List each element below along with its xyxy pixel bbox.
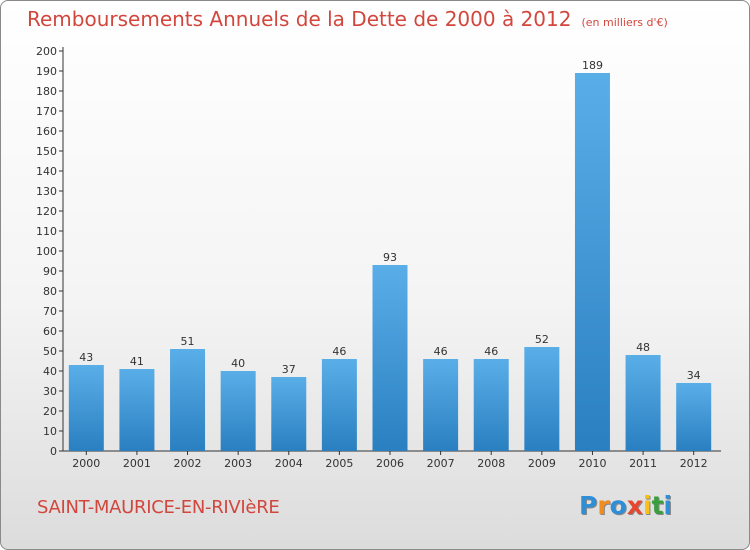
bar-value-label: 46 bbox=[332, 345, 346, 358]
logo-letter: t bbox=[651, 491, 664, 520]
bar-value-label: 46 bbox=[434, 345, 448, 358]
x-tick-label: 2007 bbox=[427, 457, 455, 470]
y-tick-label: 0 bbox=[50, 445, 57, 458]
bar-value-label: 93 bbox=[383, 251, 397, 264]
x-tick-label: 2000 bbox=[72, 457, 100, 470]
x-tick-label: 2008 bbox=[477, 457, 505, 470]
y-tick-label: 180 bbox=[36, 85, 57, 98]
logo-letter: i bbox=[643, 491, 652, 520]
y-tick-label: 60 bbox=[43, 325, 57, 338]
y-tick-label: 20 bbox=[43, 405, 57, 418]
unit-note: (en milliers d'€) bbox=[581, 16, 668, 29]
logo-letter: i bbox=[663, 491, 673, 520]
logo-letter: r bbox=[597, 491, 610, 520]
x-tick-label: 2005 bbox=[325, 457, 353, 470]
y-tick-label: 90 bbox=[43, 265, 57, 278]
bar-value-label: 48 bbox=[636, 341, 650, 354]
x-tick-label: 2010 bbox=[578, 457, 606, 470]
y-tick-label: 190 bbox=[36, 65, 57, 78]
bar bbox=[119, 369, 155, 451]
proxiti-logo[interactable]: Proxiti bbox=[579, 491, 672, 520]
bar-value-label: 34 bbox=[687, 369, 701, 382]
y-tick-label: 100 bbox=[36, 245, 57, 258]
bar-value-label: 37 bbox=[282, 363, 296, 376]
x-tick-label: 2006 bbox=[376, 457, 404, 470]
y-tick-label: 110 bbox=[36, 225, 57, 238]
logo-letter: o bbox=[609, 491, 627, 520]
bar bbox=[676, 383, 712, 451]
bar-value-label: 40 bbox=[231, 357, 245, 370]
bar-value-label: 46 bbox=[484, 345, 498, 358]
bar bbox=[625, 355, 661, 451]
bar-value-label: 51 bbox=[181, 335, 195, 348]
y-tick-label: 70 bbox=[43, 305, 57, 318]
y-tick-label: 200 bbox=[36, 45, 57, 58]
bar bbox=[473, 359, 509, 451]
y-tick-label: 10 bbox=[43, 425, 57, 438]
x-tick-label: 2011 bbox=[629, 457, 657, 470]
bar bbox=[372, 265, 408, 451]
x-tick-label: 2012 bbox=[680, 457, 708, 470]
x-tick-label: 2001 bbox=[123, 457, 151, 470]
x-tick-label: 2003 bbox=[224, 457, 252, 470]
y-tick-label: 50 bbox=[43, 345, 57, 358]
x-tick-label: 2002 bbox=[174, 457, 202, 470]
bar-value-label: 52 bbox=[535, 333, 549, 346]
y-tick-label: 40 bbox=[43, 365, 57, 378]
y-tick-label: 160 bbox=[36, 125, 57, 138]
x-tick-label: 2009 bbox=[528, 457, 556, 470]
bar-value-label: 43 bbox=[79, 351, 93, 364]
bar bbox=[220, 371, 256, 451]
logo-letter: x bbox=[626, 491, 643, 520]
bar-value-label: 41 bbox=[130, 355, 144, 368]
chart-title-text: Remboursements Annuels de la Dette de 20… bbox=[27, 7, 572, 31]
y-tick-label: 80 bbox=[43, 285, 57, 298]
y-tick-label: 170 bbox=[36, 105, 57, 118]
bar bbox=[271, 377, 307, 451]
bar bbox=[574, 73, 610, 451]
x-tick-label: 2004 bbox=[275, 457, 303, 470]
bar-value-label: 189 bbox=[582, 59, 603, 72]
y-tick-label: 120 bbox=[36, 205, 57, 218]
logo-letter: P bbox=[579, 491, 598, 520]
bar bbox=[68, 365, 104, 451]
commune-name: SAINT-MAURICE-EN-RIVIèRE bbox=[37, 497, 280, 518]
bar bbox=[423, 359, 459, 451]
y-tick-label: 150 bbox=[36, 145, 57, 158]
bar bbox=[321, 359, 357, 451]
y-tick-label: 30 bbox=[43, 385, 57, 398]
y-tick-label: 140 bbox=[36, 165, 57, 178]
bar bbox=[524, 347, 560, 451]
y-tick-label: 130 bbox=[36, 185, 57, 198]
chart-title: Remboursements Annuels de la Dette de 20… bbox=[27, 7, 668, 31]
bar bbox=[170, 349, 206, 451]
